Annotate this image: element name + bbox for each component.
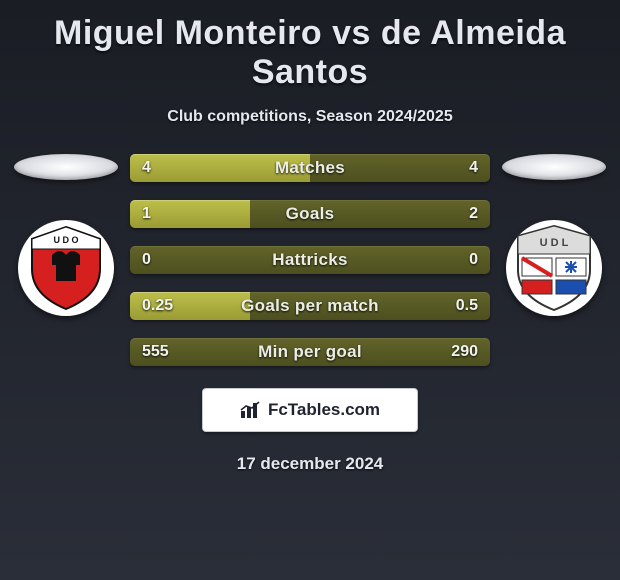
bar-value-right: 2 (469, 205, 478, 223)
svg-text:U D O: U D O (53, 235, 78, 245)
bar-goals-per-match: 0.25 Goals per match 0.5 (130, 292, 490, 320)
bar-matches: 4 Matches 4 (130, 154, 490, 182)
bar-label: Min per goal (130, 342, 490, 362)
bar-fill (130, 200, 250, 228)
bar-fill (130, 292, 250, 320)
bar-min-per-goal: 555 Min per goal 290 (130, 338, 490, 366)
page-subtitle: Club competitions, Season 2024/2025 (6, 108, 614, 126)
cap-ellipse-left (14, 154, 118, 180)
right-team-crest: U D L (506, 220, 602, 316)
bar-value-right: 4 (469, 159, 478, 177)
cap-ellipse-right (502, 154, 606, 180)
right-column: U D L (494, 154, 614, 316)
bar-value-left: 555 (142, 343, 169, 361)
bar-hattricks: 0 Hattricks 0 (130, 246, 490, 274)
footer: FcTables.com 17 december 2024 (6, 388, 614, 474)
content-grid: U D O 4 Matches 4 1 Goals 2 0 Hattricks (6, 154, 614, 366)
bar-value-right: 290 (451, 343, 478, 361)
bar-fill (130, 154, 310, 182)
shield-icon: U D L (512, 224, 596, 312)
brand-link[interactable]: FcTables.com (202, 388, 418, 432)
bar-goals: 1 Goals 2 (130, 200, 490, 228)
bar-value-right: 0.5 (456, 297, 478, 315)
shield-icon: U D O (26, 225, 106, 311)
footer-date: 17 december 2024 (237, 454, 384, 474)
svg-text:U D L: U D L (540, 237, 569, 249)
brand-text: FcTables.com (268, 400, 380, 420)
comparison-infographic: Miguel Monteiro vs de Almeida Santos Clu… (0, 0, 620, 580)
bar-value-left: 0 (142, 251, 151, 269)
stat-bars: 4 Matches 4 1 Goals 2 0 Hattricks 0 0.25… (126, 154, 494, 366)
left-column: U D O (6, 154, 126, 316)
left-team-crest: U D O (18, 220, 114, 316)
page-title: Miguel Monteiro vs de Almeida Santos (6, 14, 614, 92)
bars-icon (240, 401, 262, 419)
bar-value-right: 0 (469, 251, 478, 269)
bar-label: Hattricks (130, 250, 490, 270)
